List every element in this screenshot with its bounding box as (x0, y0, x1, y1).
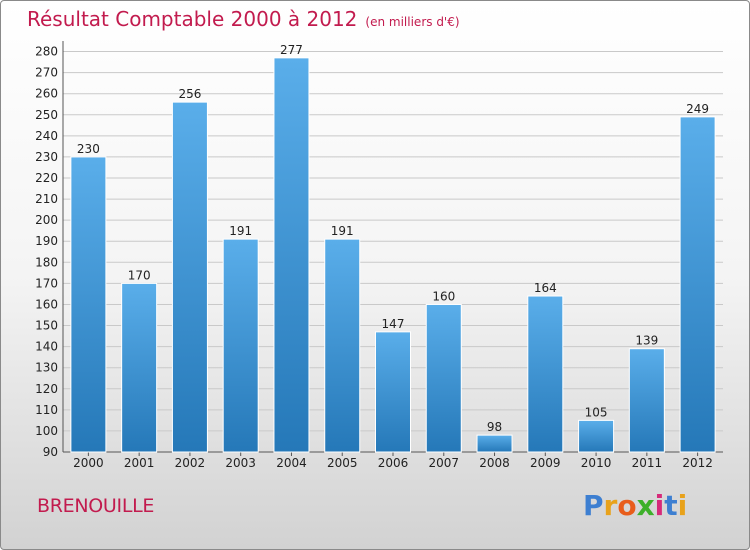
data-label: 98 (487, 420, 502, 434)
bar (476, 434, 513, 453)
data-label: 105 (585, 405, 608, 419)
bar (273, 57, 310, 453)
x-tick-label: 2001 (124, 456, 155, 470)
y-tick-label: 210 (35, 192, 58, 206)
bar (527, 295, 564, 453)
data-label: 164 (534, 281, 557, 295)
y-tick-label: 260 (35, 87, 58, 101)
bars (70, 57, 716, 453)
data-label: 191 (331, 224, 354, 238)
bar (679, 116, 716, 453)
y-tick-label: 270 (35, 66, 58, 80)
logo-letter: i (654, 489, 665, 522)
y-tick-label: 170 (35, 276, 58, 290)
y-tick-label: 110 (35, 403, 58, 417)
bar (171, 101, 208, 453)
logo-letter: i (677, 489, 688, 522)
proxiti-logo: Proxiti (583, 489, 687, 522)
x-tick-label: 2006 (378, 456, 409, 470)
bar (70, 156, 107, 453)
bar (121, 282, 158, 453)
y-tick-label: 190 (35, 234, 58, 248)
y-tick-label: 180 (35, 255, 58, 269)
x-tick-label: 2004 (276, 456, 307, 470)
bar (222, 238, 259, 453)
data-label: 160 (432, 289, 455, 303)
bar (628, 348, 665, 453)
data-label: 256 (178, 87, 201, 101)
x-tick-label: 2003 (225, 456, 256, 470)
y-tick-labels: 90 100 110 120 130 140 150 160 170 180 190 200 210 22… (35, 45, 58, 459)
x-tick-label: 2009 (530, 456, 561, 470)
y-tick-label: 250 (35, 108, 58, 122)
y-tick-label: 100 (35, 424, 58, 438)
data-label: 249 (686, 102, 709, 116)
logo-letter: t (664, 489, 678, 522)
data-label: 230 (77, 142, 100, 156)
y-tick-label: 200 (35, 213, 58, 227)
logo-letter: P (583, 489, 604, 522)
x-tick-labels: 2000 2001 2002 2003 2004 2005 2006 2007 2008 2009… (73, 456, 713, 470)
data-label: 191 (229, 224, 252, 238)
y-tick-label: 230 (35, 150, 58, 164)
x-tick-label: 2002 (175, 456, 206, 470)
bar (375, 331, 411, 453)
chart-title-block: Résultat Comptable 2000 à 2012 (en millie… (27, 7, 460, 31)
y-tick-label: 220 (35, 171, 58, 185)
x-tick-label: 2010 (581, 456, 612, 470)
data-labels: 230 170 256 191 277 191 147 160 98 164 105 139 249 (77, 43, 709, 434)
y-tick-label: 90 (43, 445, 58, 459)
data-label: 147 (382, 317, 405, 331)
chart-unit: (en milliers d'€) (365, 15, 460, 29)
x-tick-label: 2005 (327, 456, 358, 470)
y-tick-label: 160 (35, 297, 58, 311)
y-tick-label: 280 (35, 45, 58, 59)
x-tick-label: 2011 (632, 456, 663, 470)
y-tick-label: 150 (35, 319, 58, 333)
y-tick-label: 130 (35, 361, 58, 375)
x-tick-label: 2008 (479, 456, 510, 470)
chart-title: Résultat Comptable 2000 à 2012 (27, 7, 358, 31)
data-label: 139 (635, 334, 658, 348)
bar (578, 419, 615, 453)
data-label: 170 (128, 268, 151, 282)
x-tick-label: 2007 (428, 456, 459, 470)
logo-letter: r (603, 489, 618, 522)
x-tick-label: 2012 (682, 456, 713, 470)
bar (425, 303, 462, 453)
data-label: 277 (280, 43, 303, 57)
logo-letter: o (617, 489, 637, 522)
y-tick-label: 140 (35, 340, 58, 354)
y-tick-label: 120 (35, 382, 58, 396)
bar (324, 238, 361, 453)
x-tick-label: 2000 (73, 456, 104, 470)
commune-name: BRENOUILLE (37, 495, 155, 517)
logo-letter: x (636, 489, 655, 522)
y-tick-label: 240 (35, 129, 58, 143)
